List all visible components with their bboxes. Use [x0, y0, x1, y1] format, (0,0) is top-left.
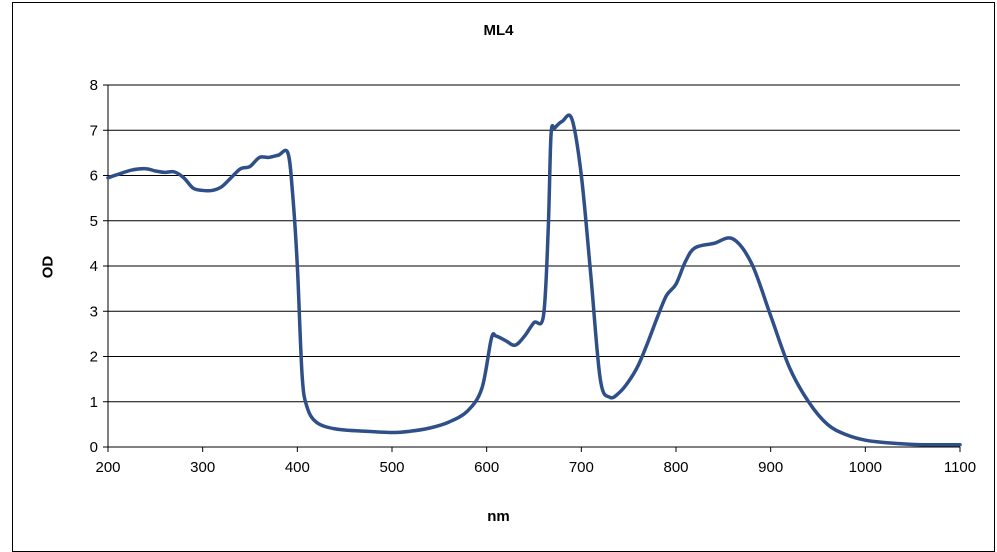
y-tick-label: 7 [90, 122, 98, 139]
y-tick-label: 8 [90, 77, 98, 94]
x-tick-label: 300 [190, 459, 215, 476]
x-tick-label: 500 [379, 459, 404, 476]
y-tick-label: 1 [90, 394, 98, 411]
y-tick-label: 3 [90, 303, 98, 320]
y-tick-label: 2 [90, 349, 98, 366]
series-line [106, 113, 962, 447]
y-tick-label: 0 [90, 439, 98, 456]
axes [103, 84, 961, 452]
y-tick-label: 5 [90, 213, 98, 230]
y-tick-label: 4 [90, 258, 98, 275]
x-tick-label: 200 [95, 459, 120, 476]
chart-title: ML4 [483, 22, 514, 39]
chart-svg: 0 1 2 3 4 5 6 7 8 200 300 400 500 600 700 800 900 1000 11… [90, 77, 976, 476]
grid-lines [108, 84, 960, 403]
x-tick-label: 700 [569, 459, 594, 476]
x-tick-label: 400 [285, 459, 310, 476]
x-tick-label: 1100 [944, 459, 976, 476]
y-tick-labels: 0 1 2 3 4 5 6 7 8 [90, 77, 98, 456]
x-axis-label: nm [487, 508, 510, 525]
x-tick-label: 800 [663, 459, 688, 476]
y-tick-label: 6 [90, 168, 98, 185]
x-tick-label: 1000 [849, 459, 882, 476]
x-tick-label: 900 [758, 459, 783, 476]
x-tick-labels: 200 300 400 500 600 700 800 900 1000 1100 [95, 459, 976, 476]
x-tick-label: 600 [474, 459, 499, 476]
